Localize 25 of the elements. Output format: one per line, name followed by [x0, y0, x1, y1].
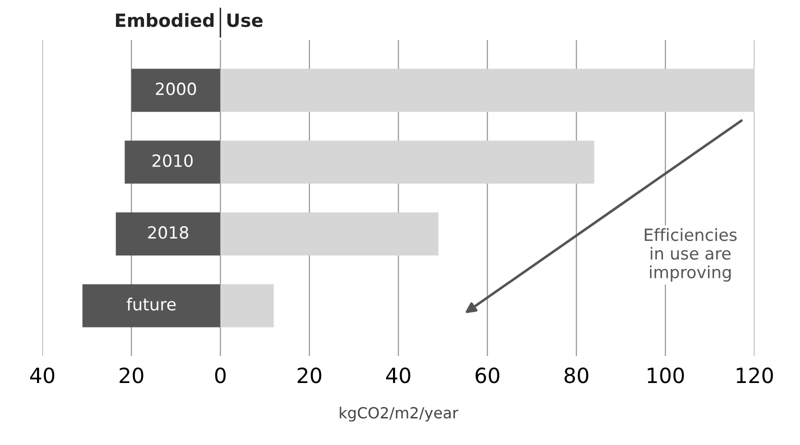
- x-tick-label: 0: [215, 367, 226, 384]
- x-axis-title: kgCO2/m2/year: [340, 406, 458, 422]
- text: Embodied: [116, 13, 214, 28]
- bar: [124, 140, 220, 184]
- y-tick-label: future: [126, 298, 176, 311]
- x-tick-label: 40: [386, 367, 410, 384]
- x-tick-label: 120: [736, 367, 773, 384]
- bar: [220, 284, 274, 328]
- x-tick-label: 60: [476, 367, 500, 384]
- text: Use: [227, 14, 263, 28]
- x-tick-label: 40: [30, 367, 54, 384]
- annotation: Efficiencies in use are improving: [644, 228, 737, 282]
- x-tick-label: 80: [564, 367, 588, 384]
- bar: [220, 140, 594, 184]
- bar: [220, 68, 754, 112]
- bar: [131, 68, 220, 112]
- bar: [116, 212, 220, 256]
- x-tick-label: 20: [298, 367, 322, 384]
- bar: [220, 212, 438, 256]
- y-tick-label: 2018: [148, 226, 188, 239]
- y-tick-label: 2000: [156, 82, 196, 96]
- bar: [82, 284, 220, 328]
- x-tick-label: 20: [120, 367, 144, 384]
- y-tick-label: 2010: [152, 154, 193, 167]
- x-tick-label: 100: [648, 367, 684, 384]
